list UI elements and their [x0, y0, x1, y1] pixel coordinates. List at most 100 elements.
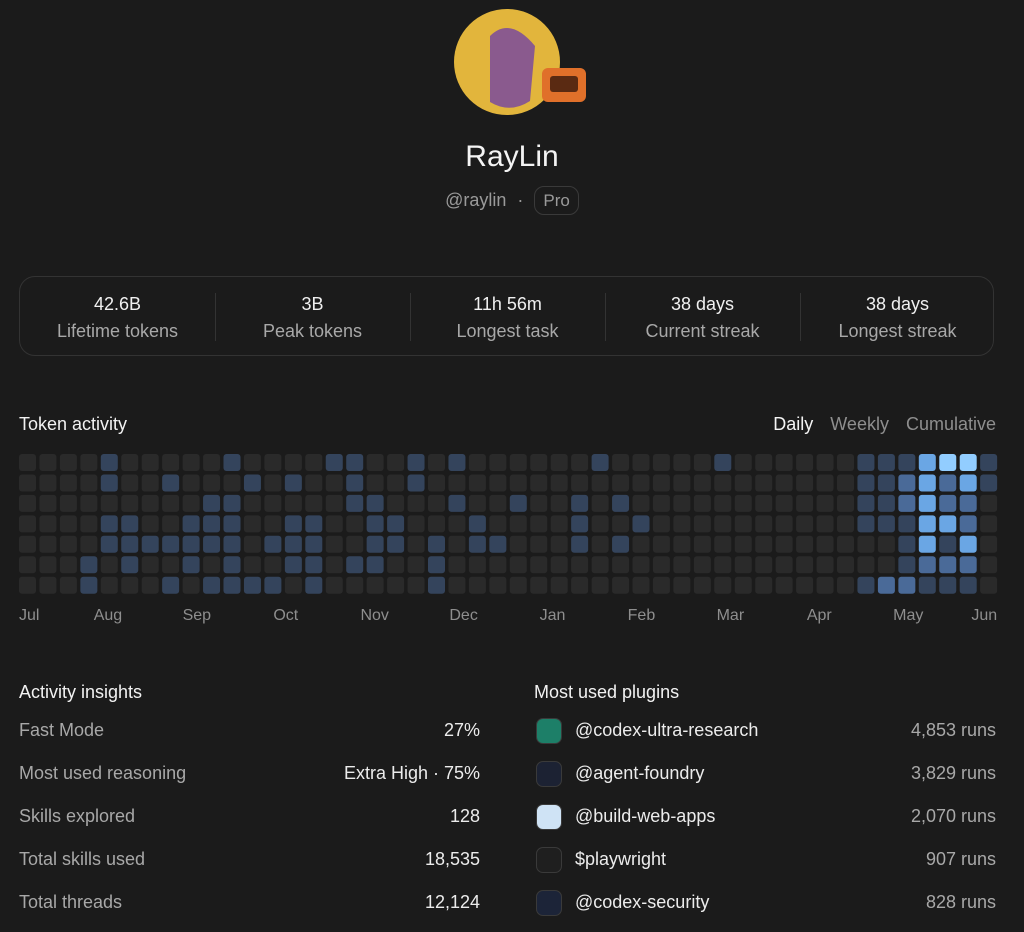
stat-value: 38 days	[670, 294, 735, 314]
heat-cell	[898, 494, 916, 512]
heat-cell	[612, 535, 630, 553]
heat-cell	[714, 494, 732, 512]
heat-cell	[877, 535, 895, 553]
heat-cell	[39, 576, 57, 594]
heat-cell	[366, 556, 384, 574]
heat-cell	[571, 535, 589, 553]
heat-cell	[877, 556, 895, 574]
heat-cell	[19, 535, 36, 553]
heat-cell	[796, 576, 814, 594]
stat: 11h 56m Longest task	[410, 277, 605, 357]
heat-cell	[346, 576, 364, 594]
heat-cell	[223, 494, 241, 512]
heat-cell	[100, 515, 118, 533]
stat: 42.6B Lifetime tokens	[20, 277, 215, 357]
heat-cell	[959, 576, 977, 594]
heat-cell	[652, 535, 670, 553]
heat-cell	[284, 556, 302, 574]
heat-cell	[366, 576, 384, 594]
heat-cell	[530, 454, 548, 471]
heat-cell	[591, 454, 609, 471]
heat-cell	[346, 474, 364, 492]
heat-cell	[632, 474, 650, 492]
stat-label: Peak tokens	[262, 321, 363, 341]
heat-cell	[837, 576, 854, 594]
stat-value: 38 days	[865, 294, 930, 314]
heat-cell	[80, 535, 98, 553]
heat-cell	[407, 535, 425, 553]
plugin-name[interactable]: @codex-ultra-research	[575, 720, 759, 740]
heat-cell	[223, 576, 241, 594]
heat-cell	[264, 535, 282, 553]
heat-cell	[59, 556, 77, 574]
heat-cell	[203, 474, 221, 492]
heat-cell	[346, 494, 364, 512]
heat-cell	[571, 556, 589, 574]
tab[interactable]: Cumulative	[905, 414, 996, 434]
heat-cell	[550, 454, 568, 471]
stat-value: 42.6B	[93, 294, 142, 314]
heat-cell	[632, 494, 650, 512]
heat-cell	[203, 494, 221, 512]
heat-cell	[100, 556, 118, 574]
heat-cell	[387, 556, 405, 574]
heat-cell	[448, 556, 466, 574]
plugin-runs: 2,070 runs	[910, 806, 996, 826]
plugin-name[interactable]: @agent-foundry	[575, 763, 705, 783]
heat-cell	[203, 535, 221, 553]
month-label: Jul	[19, 607, 39, 624]
heat-cell	[203, 454, 221, 471]
plugin-name[interactable]: @codex-security	[575, 892, 710, 912]
heat-cell	[632, 556, 650, 574]
heat-cell	[612, 556, 630, 574]
heat-cell	[857, 454, 875, 471]
heat-cell	[816, 454, 834, 471]
heat-cell	[775, 515, 793, 533]
heat-cell	[509, 454, 527, 471]
heat-cell	[468, 494, 486, 512]
heat-cell	[693, 494, 711, 512]
month-label: Jan	[540, 607, 566, 624]
avatar-figure	[490, 28, 535, 108]
heat-cell	[80, 494, 98, 512]
heat-cell	[428, 454, 445, 471]
heat-cell	[19, 474, 36, 492]
heat-cell	[19, 494, 36, 512]
plugin-name[interactable]: $playwright	[575, 849, 667, 869]
heat-cell	[264, 474, 282, 492]
heat-cell	[612, 494, 630, 512]
heat-cell	[182, 454, 200, 471]
heat-cell	[407, 576, 425, 594]
heat-cell	[284, 535, 302, 553]
heat-cell	[877, 454, 895, 471]
heat-cell	[652, 576, 670, 594]
heat-cell	[59, 474, 77, 492]
heat-cell	[121, 576, 139, 594]
month-label: Jun	[971, 607, 997, 624]
heat-cell	[939, 576, 957, 594]
heat-cell	[223, 556, 241, 574]
heat-cell	[837, 474, 854, 492]
heat-cell	[755, 474, 773, 492]
heat-cell	[980, 515, 998, 533]
heat-cell	[448, 494, 466, 512]
tab[interactable]: Weekly	[830, 414, 889, 434]
heat-cell	[591, 515, 609, 533]
handle: @raylin	[445, 190, 507, 210]
plugin-name[interactable]: @build-web-apps	[575, 806, 716, 826]
heat-cell	[305, 535, 323, 553]
heat-cell	[714, 556, 732, 574]
heat-cell	[162, 515, 180, 533]
stat-value: 3B	[301, 294, 324, 314]
tab[interactable]: Daily	[773, 414, 814, 434]
heat-cell	[325, 576, 343, 594]
heat-cell	[284, 515, 302, 533]
plugin-icon	[536, 718, 562, 744]
heat-cell	[100, 576, 118, 594]
heat-cell	[796, 556, 814, 574]
heat-cell	[243, 535, 261, 553]
heat-cell	[837, 454, 854, 471]
heat-cell	[182, 494, 200, 512]
heat-cell	[468, 556, 486, 574]
heat-cell	[387, 515, 405, 533]
